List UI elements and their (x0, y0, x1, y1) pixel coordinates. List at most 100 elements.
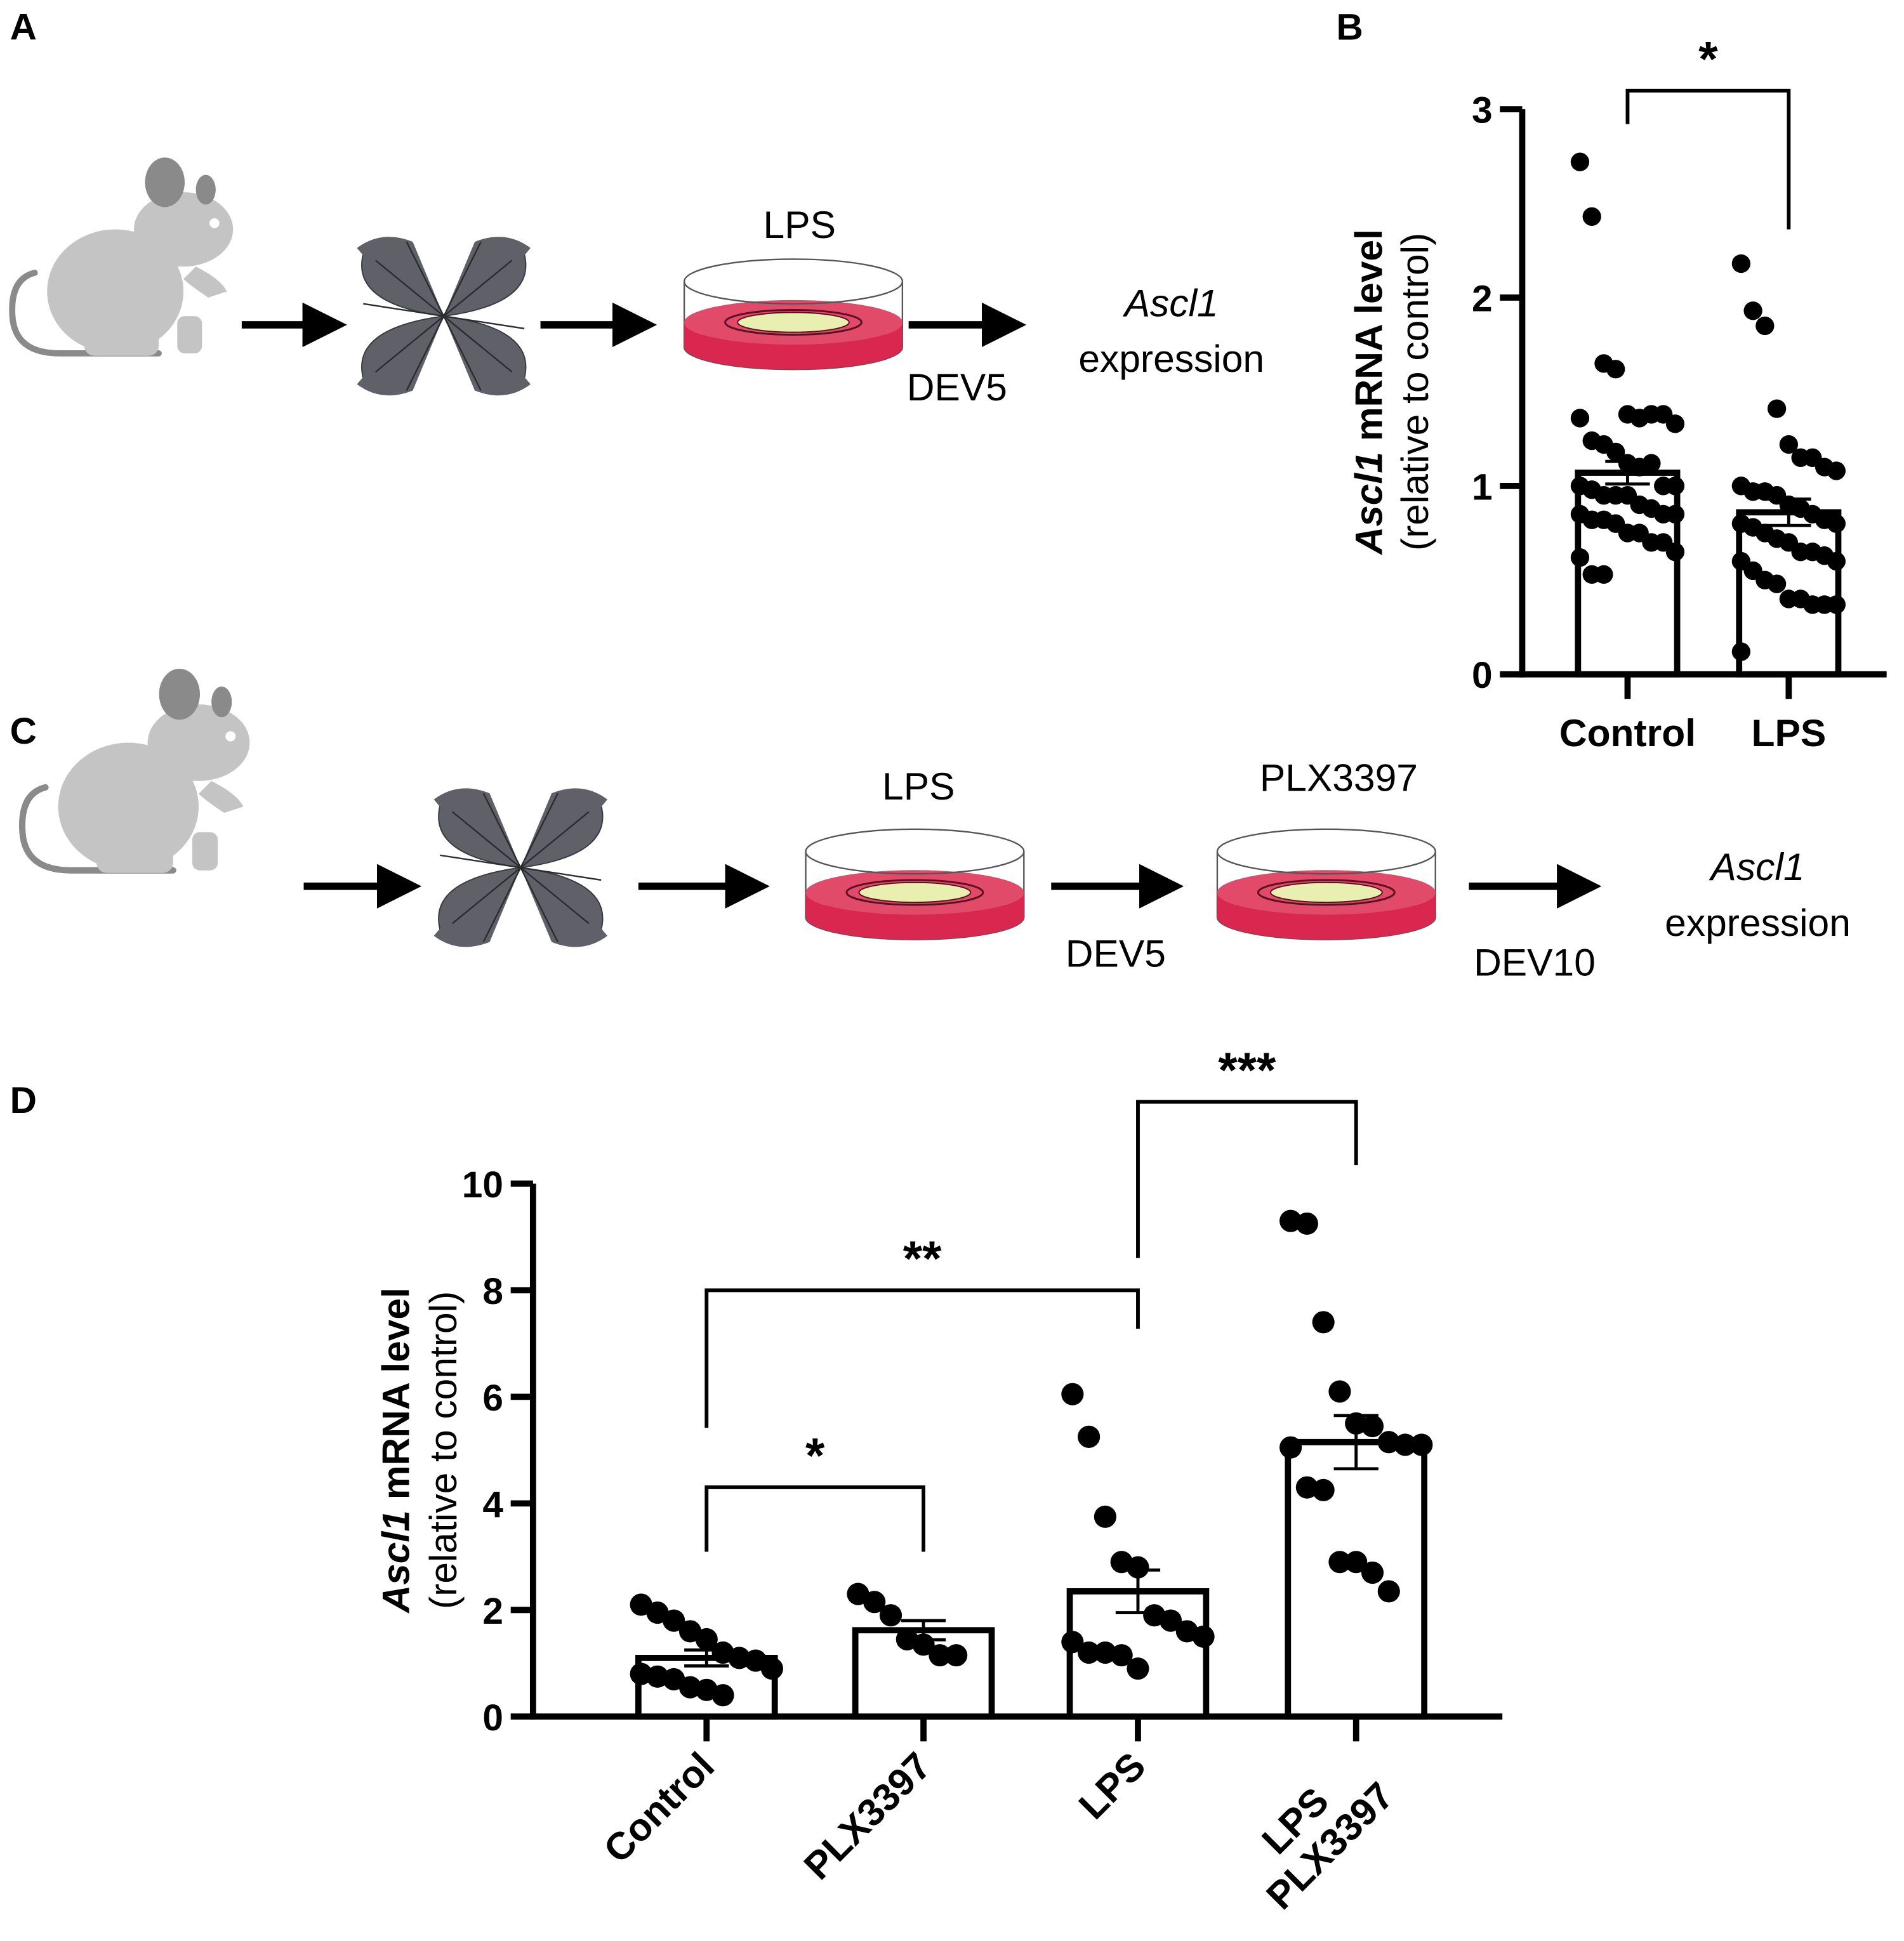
data-point (1061, 1383, 1084, 1405)
data-point (1361, 1561, 1384, 1584)
significance-label: * (805, 1428, 825, 1484)
gene-label: Ascl1 (1709, 845, 1805, 888)
panel-label-b: B (1336, 7, 1363, 48)
time-label: DEV5 (907, 365, 1007, 409)
y-tick-label: 8 (482, 1271, 503, 1312)
data-point (1328, 1380, 1351, 1403)
data-point (1570, 548, 1590, 567)
y-tick-label: 1 (1472, 466, 1493, 508)
panel-label-a: A (10, 7, 37, 48)
data-point (1731, 642, 1751, 661)
x-tick-label: LPSPLX3397 (1228, 1744, 1402, 1918)
data-point (630, 1662, 652, 1685)
chart-b: Ascl1 mRNA level (relative to control) 0… (1347, 30, 1887, 754)
y-axis-main: mRNA level (1347, 229, 1391, 452)
data-point (1295, 1212, 1318, 1235)
gene-label: Ascl1 (1123, 281, 1219, 324)
data-point (1159, 1609, 1182, 1632)
data-point (1665, 504, 1685, 524)
data-point (1312, 1311, 1335, 1334)
data-point (1570, 152, 1590, 171)
significance-bracket (1136, 1100, 1358, 1258)
data-point (1061, 1631, 1084, 1654)
y-tick-label: 4 (482, 1484, 503, 1525)
y-axis-gene: Ascl1 (374, 1510, 418, 1614)
data-point (1192, 1625, 1215, 1648)
y-axis-sublabel: (relative to control) (1393, 233, 1436, 551)
petri-dish-icon (683, 258, 904, 371)
x-tick-label: LPS (1751, 711, 1826, 754)
y-axis-gene: Ascl1 (1347, 452, 1391, 556)
data-point (1743, 301, 1762, 320)
y-tick-label: 6 (482, 1378, 503, 1419)
y-axis-label: Ascl1 mRNA level (1347, 229, 1391, 556)
y-tick-label: 2 (1472, 278, 1493, 319)
data-point (1377, 1431, 1400, 1454)
data-point (1094, 1641, 1116, 1664)
data-point (1665, 543, 1685, 562)
y-tick-label: 2 (482, 1591, 503, 1632)
significance-bracket (704, 1485, 926, 1552)
data-point (1642, 454, 1661, 473)
treatment1-label: LPS (882, 765, 955, 808)
data-point (1594, 565, 1613, 584)
data-point (1279, 1436, 1302, 1459)
mouse-icon (12, 157, 233, 356)
data-point (879, 1604, 902, 1627)
data-point (1827, 514, 1846, 533)
retina-icon (433, 787, 609, 948)
y-tick-label: 0 (1472, 655, 1493, 696)
time1-label: DEV5 (1066, 932, 1166, 975)
significance-bracket (1625, 88, 1791, 230)
data-point (1582, 207, 1601, 226)
data-point (1328, 1551, 1351, 1574)
data-point (1767, 399, 1787, 418)
x-tick-label-line: PLX3397 (795, 1744, 939, 1888)
data-point (663, 1609, 685, 1632)
y-axis-sublabel: (relative to control) (421, 1291, 465, 1609)
data-point (1078, 1425, 1101, 1448)
data-point (695, 1628, 718, 1651)
significance-label: * (1698, 30, 1718, 86)
data-point (1779, 435, 1799, 454)
x-tick-label-line: LPS (1070, 1744, 1153, 1827)
data-point (1361, 1414, 1384, 1438)
data-point (1665, 477, 1685, 496)
y-axis-main: mRNA level (374, 1287, 418, 1510)
significance-label: ** (903, 1230, 942, 1286)
data-point (1606, 442, 1625, 462)
data-point (1377, 1580, 1400, 1603)
petri-dish-icon (1216, 828, 1437, 941)
x-tick-label: Control (1559, 711, 1696, 754)
x-tick-label-line: Control (595, 1744, 722, 1871)
readout-label: expression (1078, 337, 1264, 380)
retina-icon (356, 236, 532, 397)
data-point (1078, 1641, 1101, 1664)
x-tick-label: LPS (1070, 1744, 1153, 1827)
panel-label-c: C (10, 711, 37, 752)
y-tick-label: 10 (462, 1164, 503, 1206)
schematic-c: LPS DEV5 PLX3397 DEV10 Ascl1 expression (22, 669, 1851, 984)
schematic-a: LPS DEV5 Ascl1 expression (12, 157, 1264, 409)
data-point (1767, 574, 1787, 593)
data-point (1665, 414, 1685, 433)
data-point (760, 1657, 783, 1680)
treatment2-label: PLX3397 (1260, 756, 1418, 799)
data-point (863, 1591, 886, 1614)
significance-label: *** (1218, 1042, 1276, 1098)
data-point (1312, 1478, 1335, 1501)
x-tick-label: Control (595, 1744, 722, 1871)
data-point (711, 1684, 734, 1707)
data-point (1731, 254, 1751, 273)
data-point (1295, 1476, 1318, 1499)
mouse-icon (22, 669, 249, 873)
data-point (1827, 595, 1846, 614)
data-point (1279, 1209, 1302, 1232)
readout-label: expression (1665, 901, 1851, 944)
y-tick-label: 3 (1472, 90, 1493, 131)
chart-d: Ascl1 mRNA level (relative to control) 0… (374, 1042, 1503, 1918)
time2-label: DEV10 (1474, 940, 1596, 984)
data-point (728, 1647, 751, 1669)
data-point (1127, 1657, 1149, 1680)
